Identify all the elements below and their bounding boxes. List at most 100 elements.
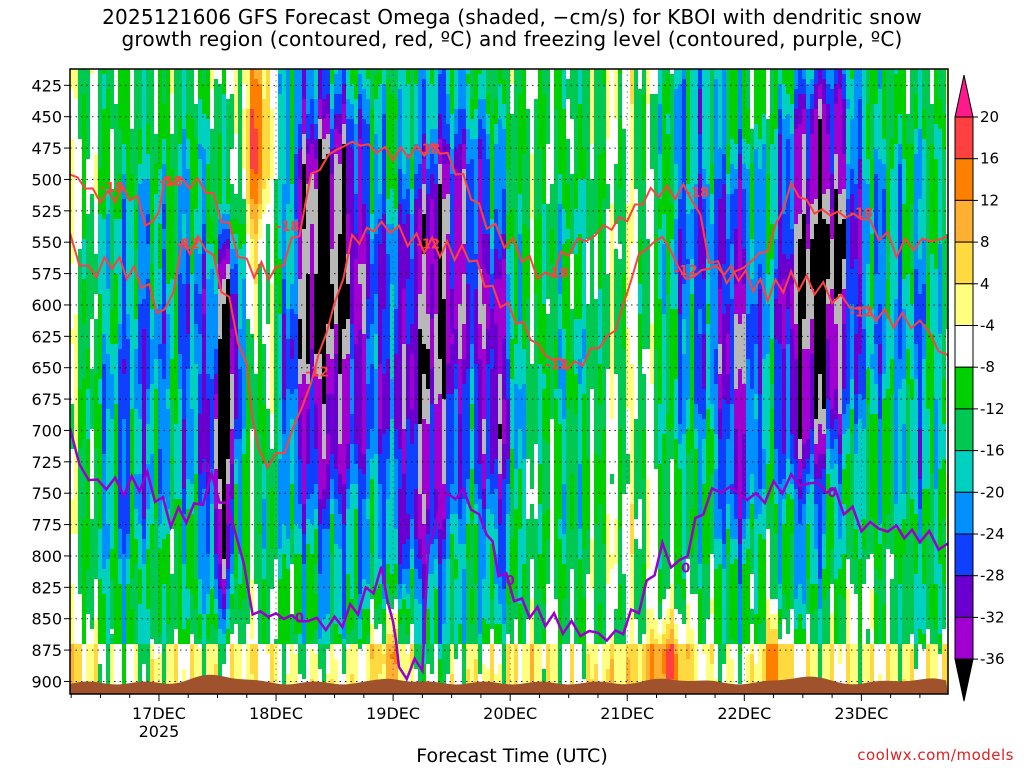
- omega-cell: [138, 674, 142, 679]
- omega-cell: [138, 164, 142, 169]
- omega-cell: [210, 439, 214, 444]
- omega-cell: [190, 429, 194, 434]
- omega-cell: [86, 444, 90, 449]
- omega-cell: [82, 354, 86, 359]
- omega-cell: [122, 374, 126, 379]
- omega-cell: [242, 404, 246, 409]
- omega-cell: [98, 79, 102, 84]
- omega-cell: [94, 369, 98, 374]
- omega-cell: [190, 269, 194, 274]
- omega-cell: [222, 579, 226, 584]
- omega-cell: [86, 489, 90, 494]
- omega-cell: [94, 649, 98, 654]
- omega-cell: [106, 599, 110, 604]
- omega-cell: [94, 384, 98, 389]
- omega-cell: [98, 519, 102, 524]
- omega-cell: [178, 69, 182, 74]
- omega-cell: [158, 159, 162, 164]
- omega-cell: [194, 249, 198, 254]
- omega-cell: [238, 454, 242, 459]
- omega-cell: [102, 364, 106, 369]
- omega-cell: [98, 314, 102, 319]
- omega-cell: [114, 354, 118, 359]
- omega-cell: [166, 304, 170, 309]
- omega-cell: [114, 549, 118, 554]
- omega-cell: [162, 409, 166, 414]
- omega-cell: [246, 104, 250, 109]
- omega-cell: [134, 354, 138, 359]
- omega-cell: [178, 84, 182, 89]
- omega-cell: [174, 504, 178, 509]
- omega-cell: [178, 324, 182, 329]
- omega-cell: [230, 559, 234, 564]
- omega-cell: [150, 679, 154, 684]
- omega-cell: [206, 139, 210, 144]
- omega-cell: [82, 564, 86, 569]
- omega-cell: [158, 349, 162, 354]
- omega-cell: [82, 139, 86, 144]
- omega-cell: [82, 514, 86, 519]
- omega-cell: [174, 589, 178, 594]
- omega-cell: [186, 209, 190, 214]
- omega-cell: [226, 109, 230, 114]
- omega-cell: [82, 259, 86, 264]
- omega-cell: [238, 649, 242, 654]
- omega-cell: [98, 559, 102, 564]
- omega-cell: [154, 619, 158, 624]
- omega-cell: [158, 544, 162, 549]
- omega-cell: [150, 584, 154, 589]
- omega-cell: [218, 199, 222, 204]
- omega-cell: [154, 614, 158, 619]
- omega-cell: [242, 69, 246, 74]
- omega-cell: [138, 244, 142, 249]
- omega-cell: [78, 424, 82, 429]
- omega-cell: [238, 304, 242, 309]
- omega-cell: [110, 674, 114, 679]
- omega-cell: [82, 444, 86, 449]
- omega-cell: [194, 464, 198, 469]
- omega-cell: [138, 399, 142, 404]
- omega-cell: [70, 619, 74, 624]
- omega-cell: [158, 154, 162, 159]
- omega-cell: [174, 189, 178, 194]
- omega-cell: [198, 224, 202, 229]
- omega-cell: [74, 424, 78, 429]
- omega-cell: [158, 664, 162, 669]
- omega-cell: [150, 114, 154, 119]
- omega-cell: [154, 314, 158, 319]
- omega-cell: [82, 374, 86, 379]
- omega-cell: [226, 269, 230, 274]
- omega-cell: [118, 599, 122, 604]
- omega-cell: [182, 189, 186, 194]
- omega-cell: [242, 424, 246, 429]
- omega-cell: [166, 449, 170, 454]
- omega-cell: [150, 129, 154, 134]
- omega-cell: [134, 649, 138, 654]
- omega-cell: [150, 434, 154, 439]
- omega-cell: [190, 609, 194, 614]
- omega-cell: [82, 124, 86, 129]
- omega-cell: [218, 599, 222, 604]
- omega-cell: [238, 89, 242, 94]
- omega-cell: [234, 499, 238, 504]
- omega-cell: [242, 539, 246, 544]
- omega-cell: [138, 299, 142, 304]
- omega-cell: [158, 214, 162, 219]
- omega-cell: [246, 99, 250, 104]
- omega-cell: [230, 104, 234, 109]
- omega-cell: [214, 649, 218, 654]
- omega-cell: [130, 494, 134, 499]
- omega-cell: [146, 479, 150, 484]
- omega-cell: [118, 539, 122, 544]
- omega-cell: [98, 629, 102, 634]
- omega-cell: [198, 124, 202, 129]
- omega-cell: [82, 339, 86, 344]
- omega-cell: [178, 379, 182, 384]
- omega-cell: [230, 204, 234, 209]
- omega-cell: [206, 69, 210, 74]
- omega-cell: [110, 429, 114, 434]
- omega-cell: [114, 309, 118, 314]
- omega-cell: [98, 134, 102, 139]
- omega-cell: [150, 574, 154, 579]
- omega-cell: [114, 294, 118, 299]
